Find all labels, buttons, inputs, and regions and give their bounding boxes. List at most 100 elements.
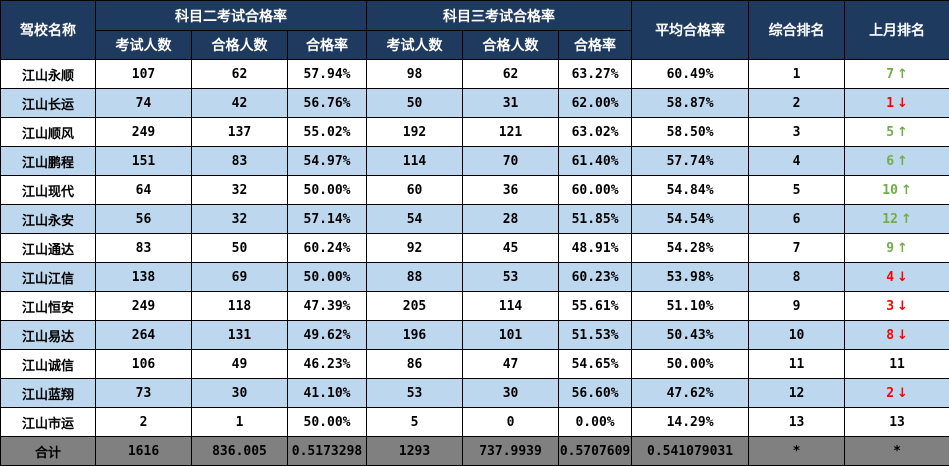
last-month-rank: 12↑ [845, 205, 949, 234]
avg-rate: 50.43% [632, 321, 749, 350]
s3-rate: 55.61% [559, 292, 632, 321]
s3-rate: 0.00% [559, 408, 632, 437]
header-avg-rate: 平均合格率 [632, 1, 749, 60]
total-last: * [845, 437, 949, 466]
total-s2-rate: 0.5173298 [288, 437, 367, 466]
arrow-up-icon: ↑ [897, 67, 908, 82]
school-name: 江山蓝翔 [1, 379, 96, 408]
s3-count: 98 [367, 60, 463, 89]
s2-pass: 1 [192, 408, 288, 437]
last-month-rank-value: 5 [886, 125, 894, 140]
last-month-rank-value: 12 [882, 212, 898, 227]
s2-count: 64 [96, 176, 192, 205]
s2-count: 73 [96, 379, 192, 408]
overall-rank: 9 [749, 292, 845, 321]
header-s3-count: 考试人数 [367, 31, 463, 60]
arrow-down-icon: ↓ [897, 96, 908, 111]
total-s2-pass: 836.005 [192, 437, 288, 466]
s3-rate: 60.23% [559, 263, 632, 292]
s2-count: 107 [96, 60, 192, 89]
s3-pass: 121 [463, 118, 559, 147]
school-name: 江山现代 [1, 176, 96, 205]
avg-rate: 60.49% [632, 60, 749, 89]
s2-pass: 32 [192, 176, 288, 205]
overall-rank: 5 [749, 176, 845, 205]
last-month-rank-value: 1 [886, 96, 894, 111]
arrow-down-icon: ↓ [897, 270, 908, 285]
s2-pass: 50 [192, 234, 288, 263]
s3-pass: 36 [463, 176, 559, 205]
last-month-rank: 10↑ [845, 176, 949, 205]
total-s3-pass: 737.9939 [463, 437, 559, 466]
s3-pass: 114 [463, 292, 559, 321]
last-month-rank-value: 9 [886, 241, 894, 256]
header-overall-rank: 综合排名 [749, 1, 845, 60]
total-avg: 0.541079031 [632, 437, 749, 466]
s2-rate: 50.00% [288, 176, 367, 205]
s2-count: 74 [96, 89, 192, 118]
s3-rate: 51.53% [559, 321, 632, 350]
s2-pass: 69 [192, 263, 288, 292]
s3-rate: 63.02% [559, 118, 632, 147]
last-month-rank-value: 10 [882, 183, 898, 198]
s3-pass: 62 [463, 60, 559, 89]
school-name: 江山市运 [1, 408, 96, 437]
s2-count: 106 [96, 350, 192, 379]
s2-rate: 46.23% [288, 350, 367, 379]
arrow-up-icon: ↑ [897, 154, 908, 169]
overall-rank: 7 [749, 234, 845, 263]
s3-rate: 61.40% [559, 147, 632, 176]
s3-pass: 45 [463, 234, 559, 263]
overall-rank: 12 [749, 379, 845, 408]
s3-pass: 31 [463, 89, 559, 118]
last-month-rank: 13 [845, 408, 949, 437]
s3-rate: 60.00% [559, 176, 632, 205]
s3-count: 54 [367, 205, 463, 234]
s2-count: 249 [96, 118, 192, 147]
avg-rate: 57.74% [632, 147, 749, 176]
school-name: 江山易达 [1, 321, 96, 350]
last-month-rank: 11 [845, 350, 949, 379]
avg-rate: 51.10% [632, 292, 749, 321]
s3-rate: 63.27% [559, 60, 632, 89]
last-month-rank-value: 6 [886, 154, 894, 169]
s3-count: 53 [367, 379, 463, 408]
s3-pass: 70 [463, 147, 559, 176]
total-row: 合计 1616 836.005 0.5173298 1293 737.9939 … [1, 437, 949, 466]
s3-count: 114 [367, 147, 463, 176]
last-month-rank-value: 7 [886, 67, 894, 82]
s2-pass: 49 [192, 350, 288, 379]
s2-rate: 55.02% [288, 118, 367, 147]
s2-pass: 32 [192, 205, 288, 234]
avg-rate: 54.84% [632, 176, 749, 205]
s3-rate: 51.85% [559, 205, 632, 234]
avg-rate: 54.28% [632, 234, 749, 263]
s3-count: 205 [367, 292, 463, 321]
last-month-rank-value: 4 [886, 270, 894, 285]
s3-count: 50 [367, 89, 463, 118]
school-name: 江山通达 [1, 234, 96, 263]
s2-pass: 62 [192, 60, 288, 89]
s3-pass: 0 [463, 408, 559, 437]
avg-rate: 14.29% [632, 408, 749, 437]
school-name: 江山恒安 [1, 292, 96, 321]
s2-rate: 41.10% [288, 379, 367, 408]
s2-pass: 118 [192, 292, 288, 321]
last-month-rank: 2↓ [845, 379, 949, 408]
school-name: 江山鹏程 [1, 147, 96, 176]
arrow-down-icon: ↓ [897, 328, 908, 343]
s2-count: 151 [96, 147, 192, 176]
last-month-rank: 3↓ [845, 292, 949, 321]
total-s2-count: 1616 [96, 437, 192, 466]
total-s3-count: 1293 [367, 437, 463, 466]
arrow-up-icon: ↑ [901, 183, 912, 198]
